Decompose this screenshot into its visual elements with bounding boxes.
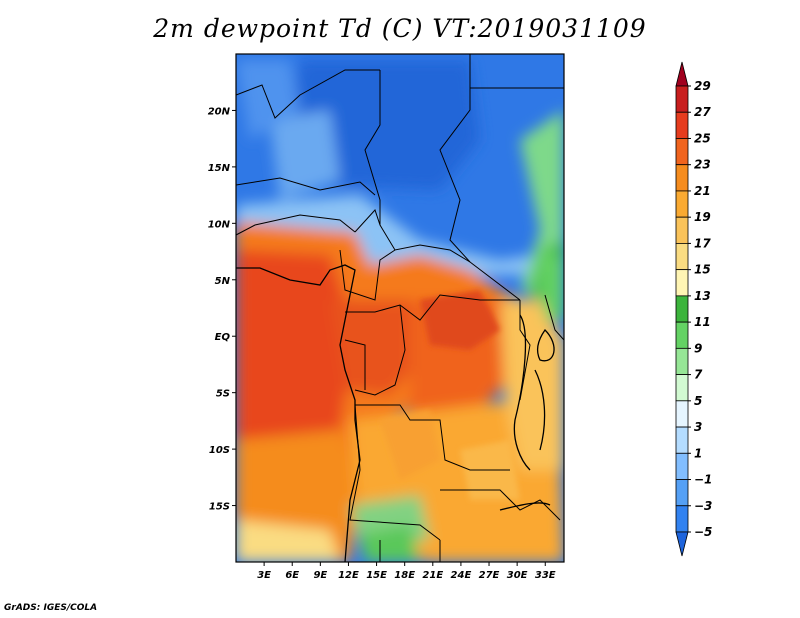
colorbar-label: 25 [694,131,711,145]
lon-tick-label: 3E [257,570,271,581]
colorbar-label: 9 [694,341,702,355]
colorbar-swatch [675,374,689,402]
colorbar-label: 15 [694,263,711,277]
colorbar-label: 11 [694,315,711,329]
lon-tick-label: 18E [394,570,415,581]
lon-tick-label: 9E [313,570,327,581]
map-title: 2m dewpoint Td (C) VT:2019031109 [153,14,647,43]
colorbar-label: −1 [694,473,712,487]
colorbar-swatch [675,321,689,349]
colorbar-swatch [675,400,689,428]
lat-tick-label: 15S [209,502,230,513]
colorbar-swatch [675,190,689,218]
lat-tick-label: 20N [208,106,231,117]
colorbar-label: 17 [694,236,711,250]
longitude-axis: 3E 6E 9E 12E 15E 18E 21E 24E 27E 30E 33E [257,562,556,581]
colorbar-label: 1 [694,446,702,460]
colorbar-bottom-arrow [675,531,689,557]
country-borders [236,54,564,562]
colorbar-swatch [675,216,689,244]
lat-tick-label: 10S [209,445,230,456]
colorbar-label: 19 [694,210,711,224]
lon-tick-label: 12E [338,570,359,581]
lon-tick-label: 21E [422,570,443,581]
lon-tick-label: 24E [451,570,472,581]
lat-tick-label: EQ [215,332,231,343]
map-frame [235,53,565,563]
latitude-axis: 20N 15N 10N 5N EQ 5S 10S 15S [208,106,236,513]
colorbar-swatch [675,164,689,192]
colorbar-swatch [675,426,689,454]
colorbar-label: 3 [694,420,702,434]
colorbar-label: 21 [694,184,711,198]
colorbar-swatch [675,479,689,507]
colorbar-swatch [675,243,689,271]
colorbar-swatch [675,347,689,375]
colorbar-label: 23 [694,158,711,172]
lon-tick-label: 27E [479,570,500,581]
lon-tick-label: 6E [285,570,299,581]
colorbar-swatch [675,295,689,323]
lon-tick-label: 15E [366,570,387,581]
colorbar-label: −3 [694,499,712,513]
coastline [236,264,555,562]
colorbar-label: 27 [694,105,711,119]
colorbar-top-arrow [675,61,689,87]
lon-tick-label: 33E [535,570,556,581]
lat-tick-label: 5N [215,276,231,287]
lat-tick-label: 10N [208,219,231,230]
colorbar: 29 27 25 23 21 19 17 15 13 11 9 7 5 3 1 −1 −3 −5 [675,61,712,557]
lon-tick-label: 30E [507,570,528,581]
lat-tick-label: 15N [208,163,231,174]
colorbar-swatch [675,269,689,297]
colorbar-swatch [675,452,689,480]
colorbar-swatch [675,111,689,139]
lat-tick-label: 5S [216,389,230,400]
colorbar-swatch [675,85,689,113]
colorbar-label: 13 [694,289,711,303]
colorbar-label: −5 [694,525,712,539]
colorbar-label: 29 [694,79,711,93]
colorbar-label: 5 [694,394,702,408]
colorbar-swatch [675,138,689,166]
colorbar-swatch [675,505,689,533]
grads-credit: GrADS: IGES/COLA [4,603,98,613]
colorbar-label: 7 [694,368,703,382]
